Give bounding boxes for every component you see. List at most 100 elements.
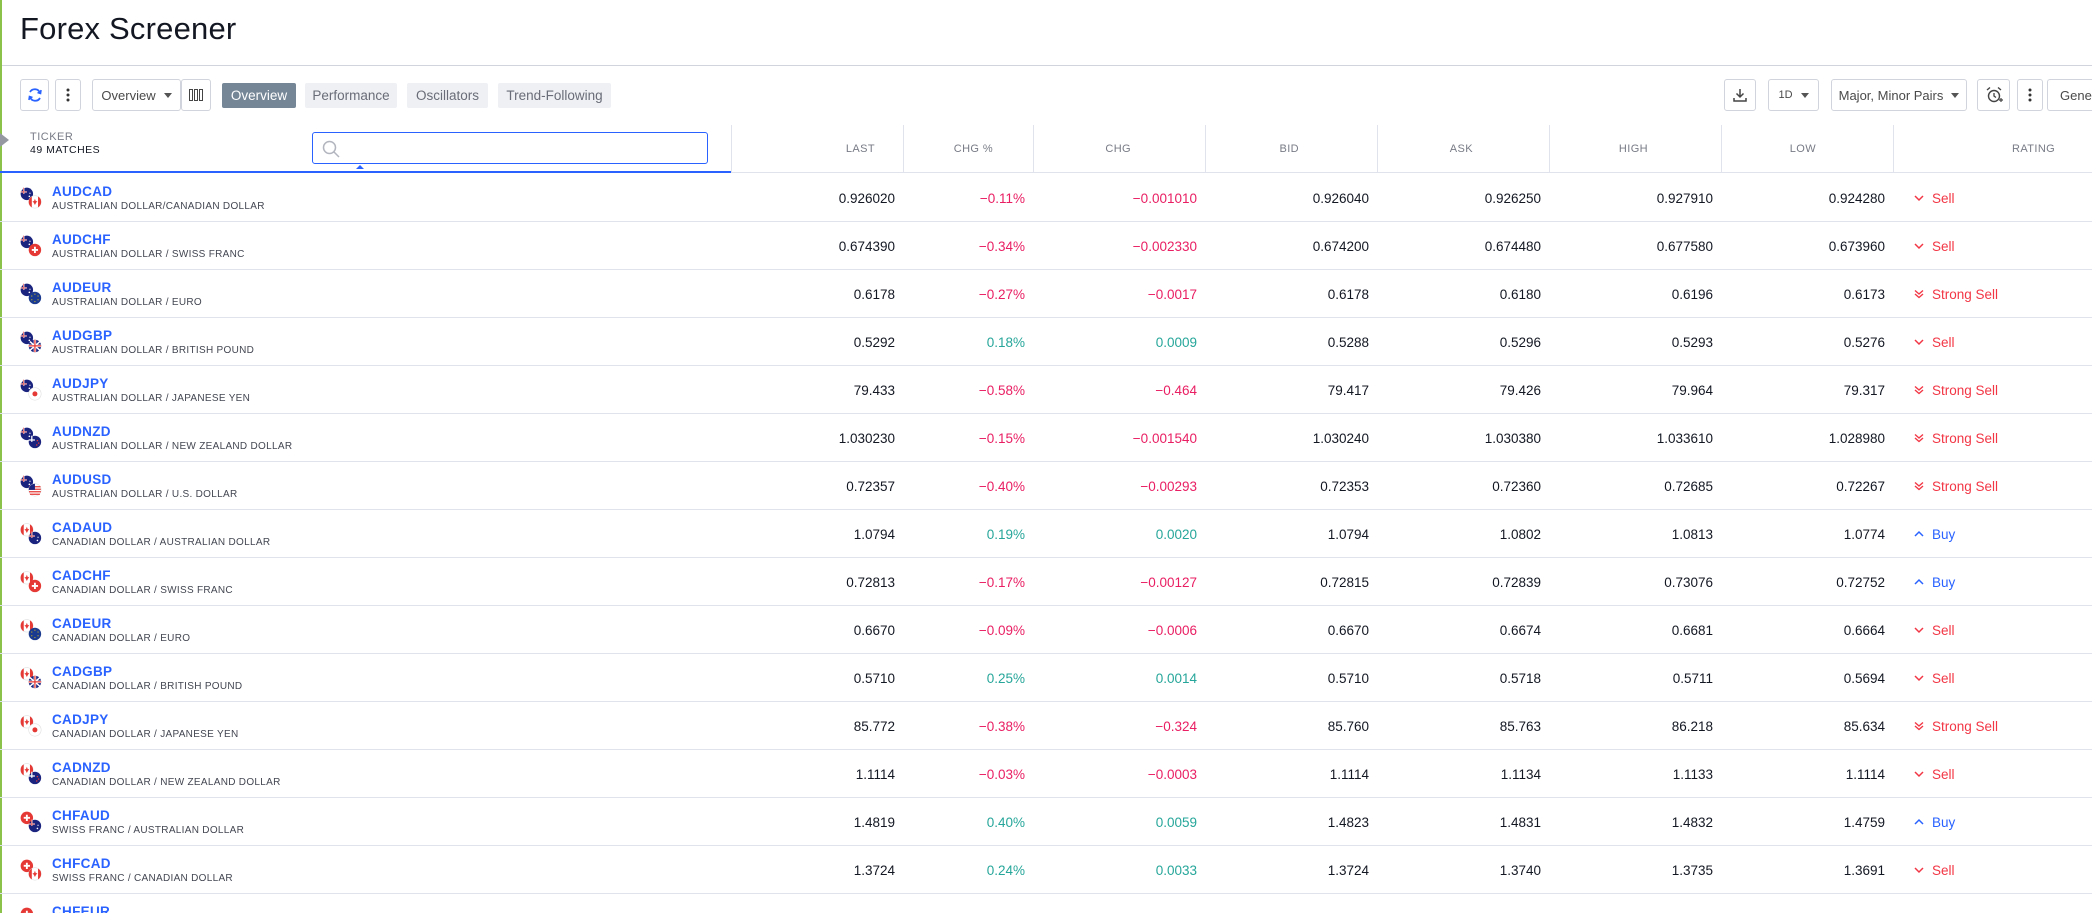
chevron-down-icon	[1914, 675, 1924, 682]
cell-bid: 0.72353	[1320, 478, 1369, 494]
rating-badge: Strong Sell	[1912, 366, 1998, 414]
ticker-symbol-link[interactable]: CADEUR	[52, 616, 112, 631]
col-head-last[interactable]: LAST	[731, 125, 903, 173]
cell-bid: 0.674200	[1312, 238, 1369, 254]
ticker-symbol-link[interactable]: CHFEUR	[52, 904, 111, 913]
rating-label: Buy	[1932, 574, 1956, 590]
table-row[interactable]: AUDUSD AUSTRALIAN DOLLAR / U.S. DOLLAR 0.7…	[0, 462, 2092, 510]
col-head-rating[interactable]: RATING	[1893, 125, 2092, 173]
cell-bid: 0.5710	[1327, 670, 1369, 686]
pair-flags-icon	[20, 907, 34, 913]
col-head-chg[interactable]: CHG	[1033, 125, 1205, 173]
ticker-description: SWISS FRANC / AUSTRALIAN DOLLAR	[52, 825, 245, 836]
col-head-ask[interactable]: ASK	[1377, 125, 1549, 173]
general-label: Gener	[2060, 87, 2092, 103]
pair-flags-icon	[20, 571, 42, 593]
cell-chg-pct: −0.11%	[979, 190, 1025, 206]
ticker-description: CANADIAN DOLLAR / AUSTRALIAN DOLLAR	[52, 537, 271, 548]
cell-chg-pct: −0.27%	[978, 286, 1025, 302]
alarm-clock-icon	[1986, 86, 2003, 103]
ticker-symbol-link[interactable]: AUDJPY	[52, 376, 109, 391]
tab-performance[interactable]: Performance	[305, 83, 397, 108]
interval-dropdown[interactable]: 1D	[1768, 79, 1819, 111]
columns-button[interactable]	[181, 79, 211, 111]
cell-low: 79.317	[1843, 382, 1885, 398]
double-chevron-down-icon	[1914, 481, 1924, 491]
table-row[interactable]: AUDCHF AUSTRALIAN DOLLAR / SWISS FRANC 0.6…	[0, 222, 2092, 270]
table-row[interactable]: CADJPY CANADIAN DOLLAR / JAPANESE YEN 85.7…	[0, 702, 2092, 750]
cell-chg: −0.0017	[1147, 286, 1197, 302]
cell-ask: 0.5718	[1499, 670, 1541, 686]
cell-bid: 1.0794	[1327, 526, 1369, 542]
table-row[interactable]: CHFAUD SWISS FRANC / AUSTRALIAN DOLLAR 1.4…	[0, 798, 2092, 846]
table-row[interactable]: AUDNZD AUSTRALIAN DOLLAR / NEW ZEALAND DO…	[0, 414, 2092, 462]
cell-bid: 79.417	[1327, 382, 1369, 398]
ticker-symbol-link[interactable]: CADGBP	[52, 664, 113, 679]
cell-high: 1.1133	[1672, 766, 1713, 782]
ticker-symbol-link[interactable]: CADAUD	[52, 520, 113, 535]
cell-low: 1.0774	[1843, 526, 1885, 542]
ticker-symbol-link[interactable]: AUDNZD	[52, 424, 111, 439]
table-row[interactable]: CADGBP CANADIAN DOLLAR / BRITISH POUND 0.5…	[0, 654, 2092, 702]
ticker-symbol-link[interactable]: AUDCAD	[52, 184, 113, 199]
cell-low: 0.5276	[1843, 334, 1885, 350]
table-row[interactable]: CADCHF CANADIAN DOLLAR / SWISS FRANC 0.728…	[0, 558, 2092, 606]
tab-trend-following[interactable]: Trend-Following	[498, 83, 611, 108]
rating-label: Strong Sell	[1932, 430, 1999, 446]
table-row[interactable]: AUDCAD AUSTRALIAN DOLLAR/CANADIAN DOLLAR 0…	[0, 174, 2092, 222]
ticker-column-label[interactable]: TICKER	[30, 131, 74, 143]
cell-high: 0.5711	[1672, 670, 1713, 686]
ticker-symbol-link[interactable]: CHFAUD	[52, 808, 111, 823]
ticker-search-input[interactable]	[312, 132, 708, 164]
tab-oscillators[interactable]: Oscillators	[407, 83, 488, 108]
ticker-symbol-link[interactable]: CADJPY	[52, 712, 109, 727]
export-button[interactable]	[1724, 79, 1756, 111]
overview-dropdown[interactable]: Overview	[92, 79, 181, 111]
alert-button[interactable]	[1977, 79, 2010, 111]
more-options-button[interactable]	[55, 79, 81, 111]
pairs-filter-dropdown[interactable]: Major, Minor Pairs	[1831, 79, 1967, 111]
table-row[interactable]: CADNZD CANADIAN DOLLAR / NEW ZEALAND DOLL…	[0, 750, 2092, 798]
table-row[interactable]: AUDJPY AUSTRALIAN DOLLAR / JAPANESE YEN 79…	[0, 366, 2092, 414]
screener-options-button[interactable]	[2017, 79, 2043, 111]
tab-overview[interactable]: Overview	[222, 83, 296, 108]
ticker-description: AUSTRALIAN DOLLAR / JAPANESE YEN	[52, 393, 251, 404]
table-row[interactable]: AUDEUR AUSTRALIAN DOLLAR / EURO 0.6178 −0.2…	[0, 270, 2092, 318]
ticker-description: AUSTRALIAN DOLLAR / EURO	[52, 297, 203, 308]
table-row[interactable]: CHFEUR	[0, 894, 2092, 913]
pair-flags-icon	[20, 763, 42, 785]
ticker-description: AUSTRALIAN DOLLAR/CANADIAN DOLLAR	[52, 201, 265, 212]
cell-chg: −0.001540	[1132, 430, 1197, 446]
ticker-symbol-link[interactable]: AUDEUR	[52, 280, 112, 295]
ticker-description: CANADIAN DOLLAR / EURO	[52, 633, 191, 644]
cell-low: 0.6664	[1843, 622, 1885, 638]
col-head-high[interactable]: HIGH	[1549, 125, 1721, 173]
chevron-down-icon	[1951, 92, 1960, 98]
col-head-bid[interactable]: BID	[1205, 125, 1377, 173]
rating-label: Strong Sell	[1932, 286, 1999, 302]
table-row[interactable]: CADAUD CANADIAN DOLLAR / AUSTRALIAN DOLLA…	[0, 510, 2092, 558]
cell-high: 1.4832	[1671, 814, 1713, 830]
ticker-description: SWISS FRANC / CANADIAN DOLLAR	[52, 873, 233, 884]
cell-chg: −0.002330	[1132, 238, 1197, 254]
ticker-symbol-link[interactable]: CADNZD	[52, 760, 111, 775]
ticker-symbol-link[interactable]: CADCHF	[52, 568, 111, 583]
cell-high: 1.033610	[1656, 430, 1713, 446]
table-row[interactable]: CADEUR CANADIAN DOLLAR / EURO 0.6670 −0.09%…	[0, 606, 2092, 654]
cell-high: 1.3735	[1671, 862, 1713, 878]
cell-bid: 1.3724	[1327, 862, 1369, 878]
ticker-symbol-link[interactable]: CHFCAD	[52, 856, 111, 871]
col-head-low[interactable]: LOW	[1721, 125, 1893, 173]
cell-last: 1.030230	[838, 430, 895, 446]
ticker-symbol-link[interactable]: AUDUSD	[52, 472, 112, 487]
ticker-symbol-link[interactable]: AUDCHF	[52, 232, 111, 247]
col-head-chg-pct[interactable]: CHG %	[903, 125, 1033, 173]
table-row[interactable]: CHFCAD SWISS FRANC / CANADIAN DOLLAR 1.372…	[0, 846, 2092, 894]
refresh-button[interactable]	[20, 79, 49, 111]
table-row[interactable]: AUDGBP AUSTRALIAN DOLLAR / BRITISH POUND 0…	[0, 318, 2092, 366]
cell-ask: 0.674480	[1484, 238, 1541, 254]
cell-low: 1.3691	[1843, 862, 1885, 878]
rating-label: Sell	[1932, 334, 1955, 350]
general-button[interactable]: Gener	[2047, 79, 2092, 111]
ticker-symbol-link[interactable]: AUDGBP	[52, 328, 113, 343]
